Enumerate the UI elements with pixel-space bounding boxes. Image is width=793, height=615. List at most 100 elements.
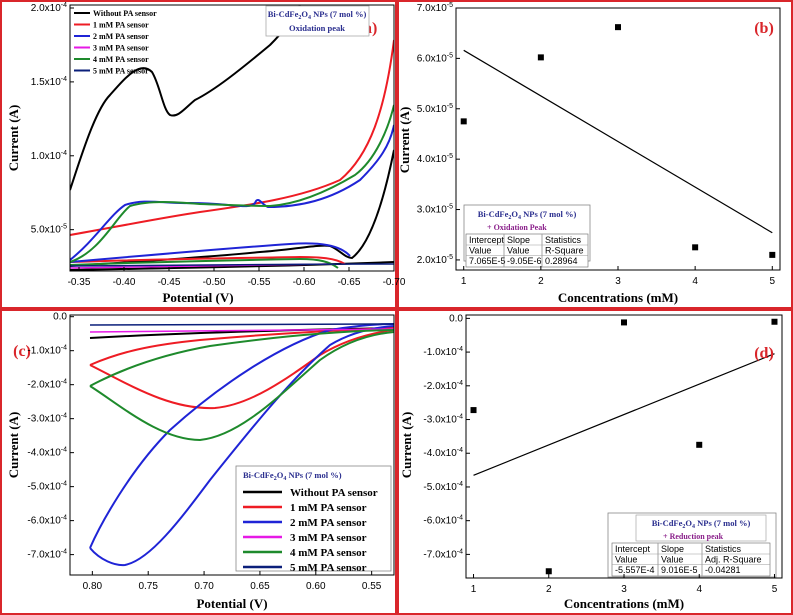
ytick-label-a-1: 1.0x10-4 xyxy=(31,150,67,162)
legend-c-label-1: 1 mM PA sensor xyxy=(290,502,367,514)
panel-label-b: (b) xyxy=(754,20,774,37)
xtick-label-b-4: 5 xyxy=(770,276,776,287)
ticks-b: 1 2 3 4 5 2.0x10-5 3.0x10-5 4.0x10-5 5.0x10-5 6.0… xyxy=(417,2,776,287)
ytick-label-d-0: 0.0 xyxy=(449,313,463,324)
annotation-d-line1: Bi-CdFe2O4 NPs (7 mol %) xyxy=(652,518,751,530)
ytick-label-c-6: -6.0x10-4 xyxy=(27,515,67,527)
legend-c-label-3: 3 mM PA sensor xyxy=(290,532,367,544)
ytick-label-b-1: 3.0x10-5 xyxy=(417,204,453,216)
ytick-label-d-7: -7.0x10-4 xyxy=(423,548,463,560)
fit-table-cell-b-1-2: R-Square xyxy=(545,246,584,256)
fit-table-cell-b-1-1: Value xyxy=(507,246,529,256)
legend-a-label-0: Without PA sensor xyxy=(93,9,157,18)
ylabel-a: Current (A) xyxy=(6,105,21,172)
fit-table-cell-d-0-2: Statistics xyxy=(705,544,742,554)
legend-c: Without PA sensor 1 mM PA sensor 2 mM PA s… xyxy=(243,487,378,574)
xlabel-d: Concentrations (mM) xyxy=(564,596,684,611)
point-b-2 xyxy=(615,24,621,31)
fit-table-cell-d-0-0: Intercept xyxy=(615,544,651,554)
annotation-box-b: Bi-CdFe2O4 NPs (7 mol %) + Oxidation Pea… xyxy=(463,204,591,268)
ytick-label-b-5: 7.0x10-5 xyxy=(417,2,453,14)
fit-table-cell-d-1-1: Value xyxy=(661,555,683,565)
ytick-label-d-6: -6.0x10-4 xyxy=(423,515,463,527)
annotation-box-a: Bi-CdFe2O4 NPs (7 mol %) Oxidation peak xyxy=(265,5,370,37)
annotation-b-line2: + Oxidation Peak xyxy=(487,223,547,232)
curve-c-5mm xyxy=(89,323,394,326)
panel-d: Concentrations (mM) Current (A) (d) Bi-C… xyxy=(399,313,783,611)
ytick-label-b-0: 2.0x10-5 xyxy=(417,254,453,266)
fit-table-cell-d-1-0: Value xyxy=(615,555,637,565)
plot-area-c xyxy=(69,314,395,576)
panel-label-d: (d) xyxy=(754,345,774,362)
panel-b-border xyxy=(397,0,793,309)
ytick-label-d-5: -5.0x10-4 xyxy=(423,481,463,493)
annotation-c-line1: Bi-CdFe2O4 NPs (7 mol %) xyxy=(243,470,342,482)
curve-a-5mm xyxy=(70,263,394,267)
ytick-label-d-4: -4.0x10-4 xyxy=(423,447,463,459)
annotation-a-line2: Oxidation peak xyxy=(289,23,345,33)
marks-b xyxy=(460,24,776,258)
legend-c-label-0: Without PA sensor xyxy=(290,487,378,499)
point-b-3 xyxy=(692,244,699,251)
annotation-b-line1: Bi-CdFe2O4 NPs (7 mol %) xyxy=(478,209,577,221)
annotation-box-c: Bi-CdFe2O4 NPs (7 mol %) Without PA sens… xyxy=(235,465,392,574)
xtick-label-c-4: 0.60 xyxy=(306,581,326,592)
curve-c-4mm xyxy=(89,329,394,442)
xtick-label-a-0: -0.35 xyxy=(68,277,91,288)
fit-line-d xyxy=(473,353,775,476)
xtick-label-d-3: 4 xyxy=(696,584,702,595)
ylabel-b: Current (A) xyxy=(397,107,412,174)
legend-c-label-4: 4 mM PA sensor xyxy=(290,547,367,559)
point-b-0 xyxy=(460,118,467,125)
xlabel-b: Concentrations (mM) xyxy=(558,290,678,305)
fit-table-cell-b-0-0: Intercept xyxy=(469,235,505,245)
xtick-label-c-0: 0.80 xyxy=(83,581,103,592)
fit-table-d: Intercept Slope Statistics Value Value Adj. R… xyxy=(611,542,771,577)
ytick-label-d-3: -3.0x10-4 xyxy=(423,414,463,426)
ytick-label-c-4: -4.0x10-4 xyxy=(27,447,67,459)
legend-c-label-5: 5 mM PA sensor xyxy=(290,562,367,574)
xtick-label-a-1: -0.40 xyxy=(113,277,136,288)
point-d-3 xyxy=(696,441,703,448)
ticks-d: 1 2 3 4 5 0.0 -1.0x10-4 -2.0x10-4 -3.0x10-4 -4.0x… xyxy=(423,313,777,595)
plot-area-a xyxy=(69,4,395,272)
ytick-label-c-2: -2.0x10-4 xyxy=(27,379,67,391)
curve-a-2mm xyxy=(70,124,394,263)
xtick-label-c-1: 0.75 xyxy=(138,581,158,592)
annotation-d-line2: + Reduction peak xyxy=(663,532,724,541)
xtick-label-c-5: 0.55 xyxy=(362,581,382,592)
curve-a-1mm xyxy=(70,39,394,265)
ytick-label-a-2: 1.5x10-4 xyxy=(31,76,67,88)
panel-b: Concentrations (mM) Current (A) (b) Bi-C… xyxy=(397,2,781,305)
point-b-1 xyxy=(537,54,544,61)
ytick-label-c-7: -7.0x10-4 xyxy=(27,549,67,561)
ytick-label-c-5: -5.0x10-4 xyxy=(27,481,67,493)
xtick-label-d-1: 2 xyxy=(546,584,552,595)
fit-table-frame-b xyxy=(465,233,589,268)
xtick-label-d-4: 5 xyxy=(772,584,778,595)
panel-a: Potential (V) Current (A) (a) Bi-CdFe2O4… xyxy=(6,2,406,305)
panel-d-border xyxy=(397,309,793,615)
curve-a-4mm xyxy=(70,104,394,269)
fit-table-cell-d-2-1: 9.016E-5 xyxy=(661,565,698,575)
fit-table-cell-d-1-2: Adj. R-Square xyxy=(705,555,762,565)
fit-table-cell-b-2-2: 0.28964 xyxy=(545,256,578,266)
legend-c-label-2: 2 mM PA sensor xyxy=(290,517,367,529)
point-d-1 xyxy=(545,568,552,575)
fit-table-b: Intercept Slope Statistics Value Value R-Squa… xyxy=(465,233,589,268)
marks-d xyxy=(470,318,778,575)
xtick-label-a-5: -0.60 xyxy=(293,277,316,288)
xtick-label-a-7: -0.70 xyxy=(383,277,406,288)
xtick-label-c-3: 0.65 xyxy=(250,581,270,592)
xlabel-c: Potential (V) xyxy=(196,596,267,611)
curve-c-2mm xyxy=(89,323,394,567)
point-b-4 xyxy=(769,251,776,258)
fit-table-cell-d-2-2: -0.04281 xyxy=(705,565,741,575)
ytick-label-c-0: 0.0 xyxy=(53,312,67,323)
xtick-label-b-0: 1 xyxy=(461,276,467,287)
ylabel-d: Current (A) xyxy=(399,412,414,479)
annotation-a-line1: Bi-CdFe2O4 NPs (7 mol %) xyxy=(268,9,367,21)
legend-a-label-4: 4 mM PA sensor xyxy=(93,55,149,64)
legend-a-label-1: 1 mM PA sensor xyxy=(93,21,149,30)
